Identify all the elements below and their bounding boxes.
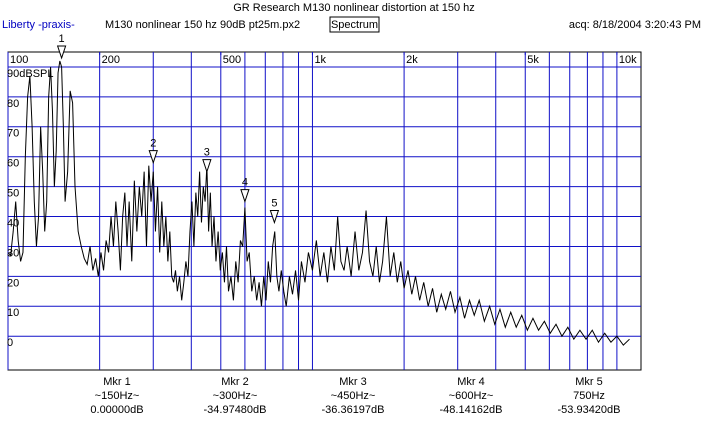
marker-triangle: [148, 150, 158, 165]
x-tick-label: 10k: [619, 54, 637, 66]
marker-readout: 750Hz: [573, 390, 605, 402]
x-tick-label: 500: [223, 54, 241, 66]
marker-readout: Mkr 1: [103, 376, 131, 388]
marker-triangle: [240, 189, 250, 204]
marker-readout: Mkr 5: [575, 376, 603, 388]
plot-area: [7, 51, 642, 371]
marker-label: 1: [59, 33, 65, 45]
y-tick-label: 20: [7, 277, 19, 289]
acquired: acq: 8/18/2004 3:20:43 PM: [569, 19, 701, 31]
app-name[interactable]: Liberty -praxis-: [2, 19, 75, 31]
y-tick-label: 60: [7, 158, 19, 170]
marker-triangle: [56, 45, 67, 60]
spectrum-trace: [7, 60, 630, 346]
file-name: M130 nonlinear 150 hz 90dB pt25m.px2: [105, 19, 300, 31]
y-tick-label: 70: [7, 128, 19, 140]
marker-readout: ~300Hz~: [213, 390, 258, 402]
x-tick-label: 5k: [527, 54, 539, 66]
x-tick-label: 1k: [314, 54, 326, 66]
marker-triangle: [269, 210, 280, 225]
x-tick-label: 100: [10, 54, 28, 66]
marker-readout: 0.00000dB: [90, 404, 143, 416]
y-tick-label: 10: [7, 307, 19, 319]
marker-readout: -36.36197dB: [322, 404, 385, 416]
y-tick-label: 0: [7, 337, 13, 349]
marker-readout: Mkr 2: [221, 376, 249, 388]
marker-readout: -48.14162dB: [440, 404, 503, 416]
marker-label: 2: [150, 138, 156, 150]
y-tick-label: 80: [7, 98, 19, 110]
marker-readout: -53.93420dB: [558, 404, 621, 416]
y-tick-label: 90dBSPL: [7, 68, 53, 80]
marker-readout: Mkr 3: [339, 376, 367, 388]
chart-title: GR Research M130 nonlinear distortion at…: [233, 2, 475, 14]
x-tick-label: 2k: [406, 54, 418, 66]
marker-readout: ~150Hz~: [95, 390, 140, 402]
marker-readout: -34.97480dB: [204, 404, 267, 416]
marker-label: 4: [242, 176, 248, 188]
x-tick-label: 200: [102, 54, 120, 66]
view-name[interactable]: Spectrum: [331, 19, 378, 31]
marker-readout: ~600Hz~: [449, 390, 494, 402]
marker-readout: ~450Hz~: [331, 390, 376, 402]
marker-label: 3: [204, 147, 210, 159]
marker-label: 5: [271, 197, 277, 209]
y-tick-label: 40: [7, 217, 19, 229]
view-box[interactable]: [329, 16, 380, 33]
marker-readout: Mkr 4: [457, 376, 485, 388]
marker-triangle: [202, 159, 212, 174]
y-tick-label: 30: [7, 247, 19, 259]
y-tick-label: 50: [7, 188, 19, 200]
